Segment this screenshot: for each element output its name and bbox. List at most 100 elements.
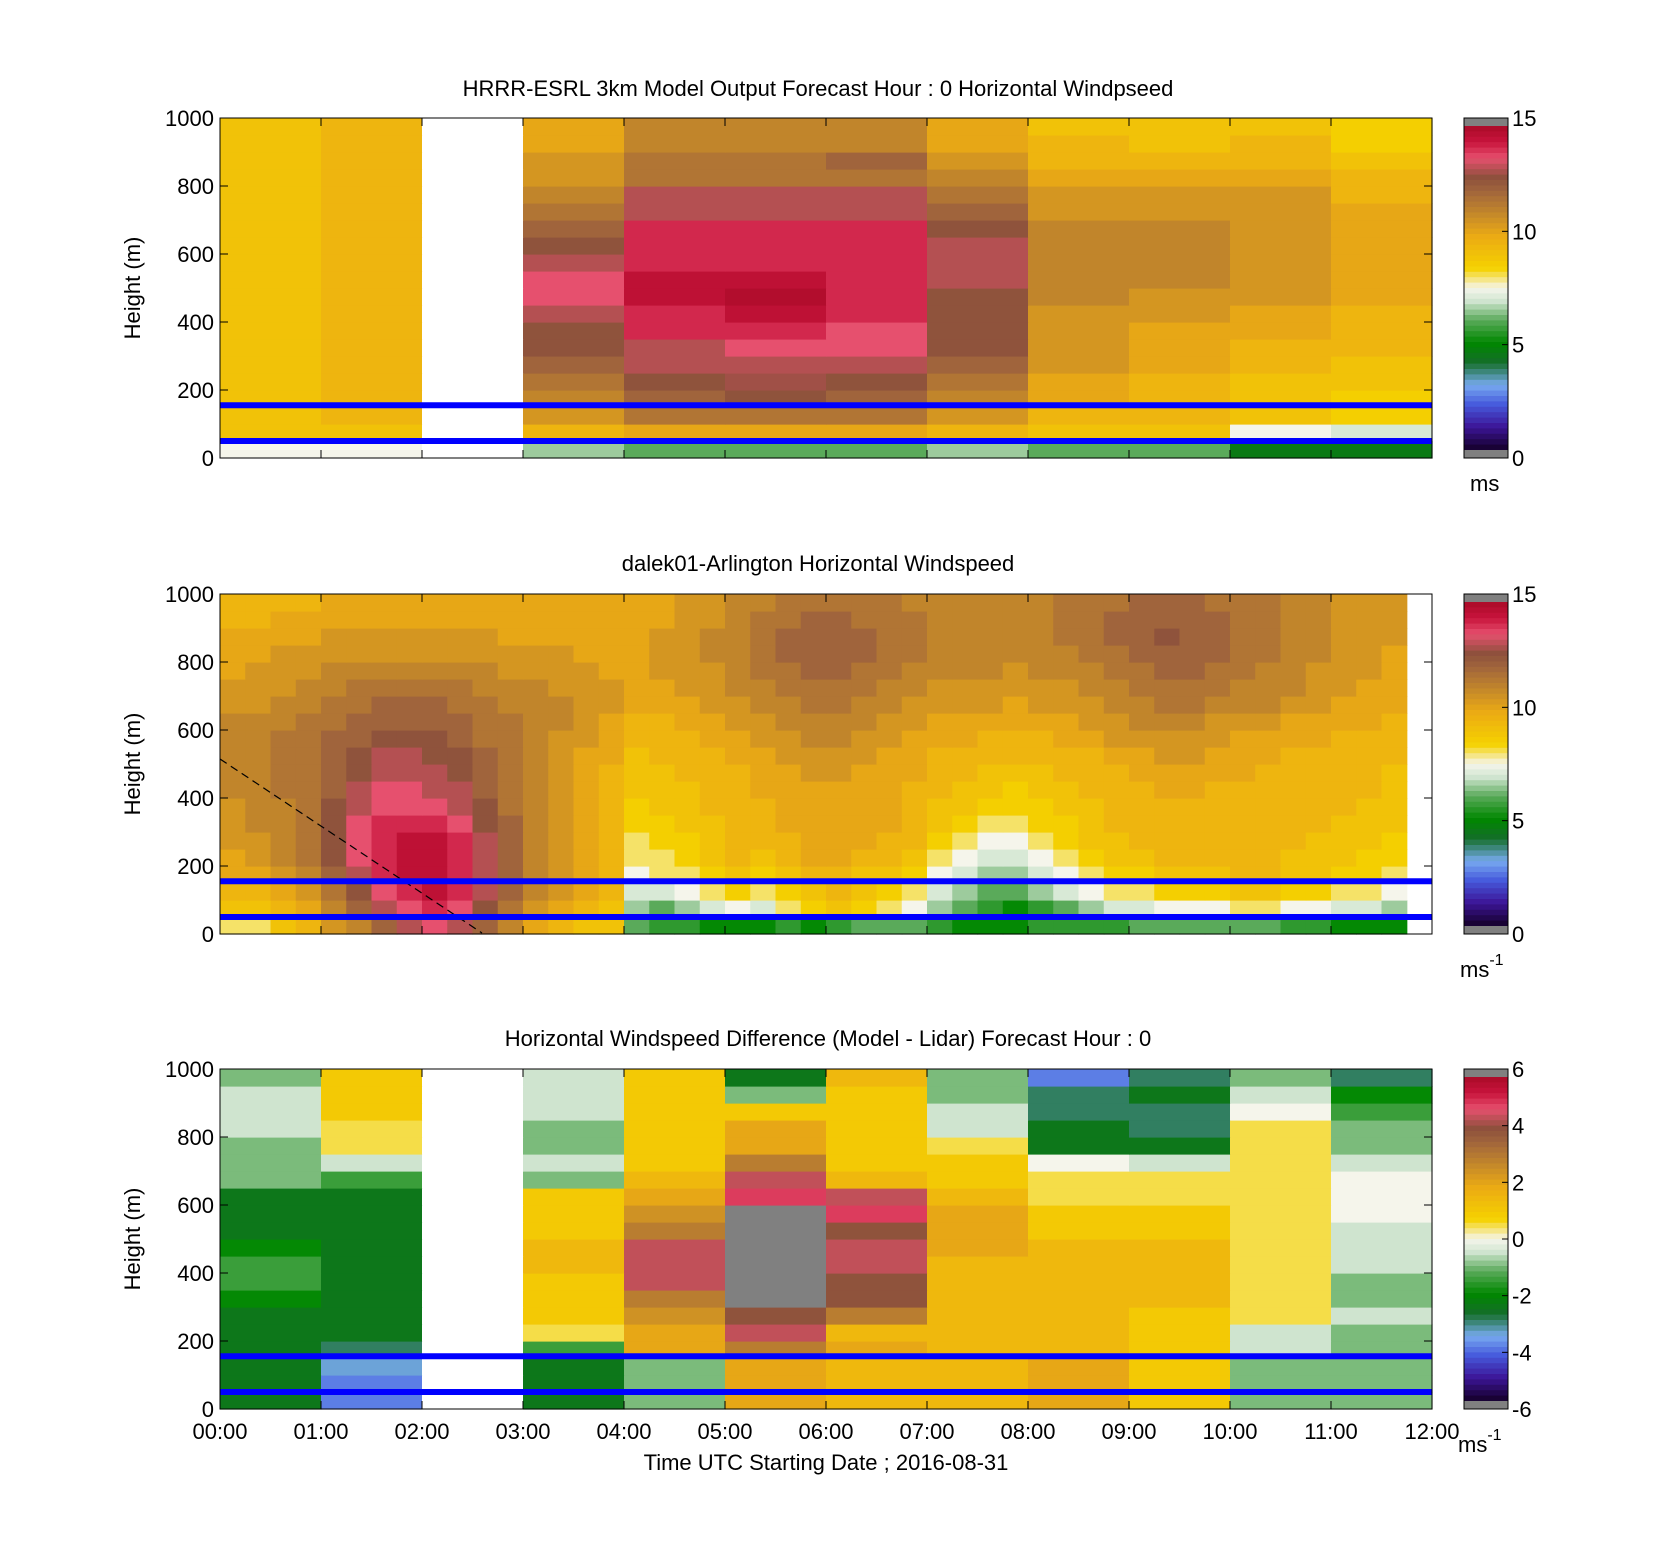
heatmap-cell (851, 781, 878, 799)
colorbar-swatch (1464, 720, 1508, 727)
heatmap-cell (321, 322, 423, 340)
heatmap-cell (826, 832, 852, 850)
heatmap-cell (624, 1392, 726, 1410)
heatmap-cell (1154, 730, 1181, 748)
colorbar-swatch (1464, 1314, 1508, 1321)
colorbar-swatch (1464, 1390, 1508, 1397)
heatmap-cell (548, 900, 575, 918)
heatmap-cell (220, 271, 322, 289)
heatmap-cell (977, 730, 1004, 748)
colorbar-swatch (1464, 1320, 1508, 1326)
heatmap-cell (876, 917, 903, 935)
heatmap-cell (826, 135, 928, 153)
colorbar-swatch (1464, 791, 1508, 797)
heatmap-cell (624, 1256, 726, 1274)
heatmap-cell (422, 1256, 524, 1274)
heatmap-cell (1204, 645, 1231, 663)
heatmap-cell (1331, 254, 1433, 272)
heatmap-cell (927, 424, 1029, 442)
heatmap-cell (624, 407, 726, 425)
heatmap-cell (750, 798, 777, 816)
heatmap-cell (1129, 781, 1155, 799)
colorbar-tick-label: 5 (1512, 809, 1524, 834)
colorbar-swatch (1464, 1168, 1508, 1175)
heatmap-cell (851, 628, 878, 646)
heatmap-cell (220, 135, 322, 153)
heatmap-cell (725, 798, 751, 816)
heatmap-cell (1028, 339, 1130, 357)
heatmap-cell (927, 1239, 1029, 1257)
heatmap-cell (901, 594, 928, 612)
heatmap-cell (1230, 764, 1256, 782)
heatmap-cell (1381, 747, 1408, 765)
heatmap-cell (800, 764, 827, 782)
heatmap-cell (346, 900, 373, 918)
colorbar-tick-label: 0 (1512, 1227, 1524, 1252)
heatmap-cell (548, 815, 575, 833)
heatmap-cell (1230, 1375, 1332, 1393)
colorbar-swatch (1464, 423, 1508, 429)
heatmap-cell (220, 356, 322, 374)
heatmap-cell (1129, 220, 1231, 238)
heatmap-cell (1204, 696, 1231, 714)
heatmap-cell (901, 883, 928, 901)
colorbar-swatch (1464, 342, 1508, 348)
heatmap-cell (927, 356, 1029, 374)
heatmap-cell (826, 1273, 928, 1291)
heatmap-cell (1053, 917, 1080, 935)
heatmap-cell (1028, 237, 1130, 255)
heatmap-cell (725, 883, 751, 901)
colorbar-swatch (1464, 1357, 1508, 1364)
colorbar-swatch (1464, 271, 1508, 278)
heatmap-cell (800, 900, 827, 918)
heatmap-cell (1280, 747, 1307, 765)
heatmap-cell (699, 883, 726, 901)
heatmap-cell (220, 1324, 322, 1342)
heatmap-cell (270, 730, 297, 748)
ytick-label: 600 (177, 242, 214, 267)
colorbar-swatch (1464, 1082, 1508, 1089)
heatmap-cell (1356, 696, 1383, 714)
heatmap-cell (977, 628, 1004, 646)
colorbar-swatch (1464, 1131, 1508, 1137)
heatmap-cell (422, 594, 448, 612)
heatmap-cell (1331, 1256, 1433, 1274)
heatmap-cell (927, 815, 953, 833)
heatmap-cell (927, 1273, 1029, 1291)
heatmap-cell (346, 696, 373, 714)
heatmap-cell (321, 611, 347, 629)
heatmap-cell (321, 288, 423, 306)
heatmap-cell (1028, 441, 1130, 459)
heatmap-cell (1230, 339, 1332, 357)
heatmap-cell (1154, 900, 1181, 918)
heatmap-cell (927, 764, 953, 782)
heatmap-cell (1255, 849, 1282, 867)
heatmap-cell (245, 883, 272, 901)
colorbar-swatch (1464, 650, 1508, 657)
heatmap-cell (321, 849, 347, 867)
heatmap-cell (497, 815, 524, 833)
heatmap-cell (371, 628, 398, 646)
heatmap-cell (1028, 1222, 1130, 1240)
heatmap-cell (1204, 679, 1231, 697)
heatmap-cell (1305, 798, 1332, 816)
colorbar-swatch (1464, 358, 1508, 365)
heatmap-cell (346, 611, 373, 629)
heatmap-cell (725, 424, 827, 442)
heatmap-cell (1280, 832, 1307, 850)
heatmap-cell (725, 900, 751, 918)
heatmap-cell (851, 900, 878, 918)
heatmap-cell (1078, 798, 1105, 816)
heatmap-cell (346, 628, 373, 646)
heatmap-cell (220, 781, 246, 799)
heatmap-cell (422, 1239, 524, 1257)
heatmap-cell (523, 356, 625, 374)
heatmap-cell (1331, 679, 1357, 697)
heatmap-cell (1179, 900, 1206, 918)
heatmap-cell (573, 713, 600, 731)
heatmap-cell (927, 169, 1029, 187)
colorbar-swatch (1464, 190, 1508, 197)
heatmap-cell (548, 645, 575, 663)
heatmap-cell (422, 679, 448, 697)
panel-lidar-reference-lines (220, 878, 1432, 920)
